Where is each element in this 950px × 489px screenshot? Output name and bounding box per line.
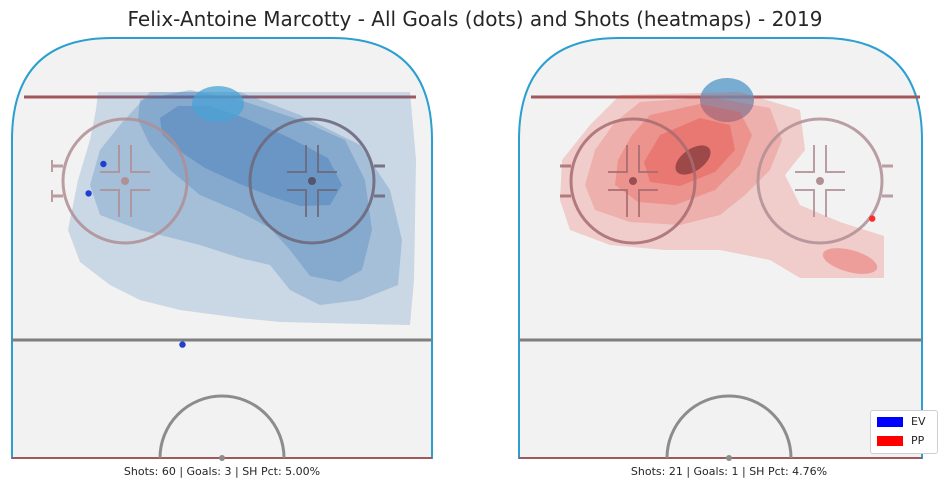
center-dot-pp bbox=[726, 455, 732, 461]
heatmap-pp bbox=[560, 78, 884, 278]
heatmap-net-spot-pp bbox=[700, 78, 754, 122]
stats-ev: Shots: 60 | Goals: 3 | SH Pct: 5.00% bbox=[124, 465, 320, 478]
faceoff-right-pp bbox=[756, 117, 893, 245]
faceoff-dot-left-ev bbox=[121, 177, 129, 185]
faceoff-left-ev bbox=[51, 117, 189, 245]
legend-item-pp: PP bbox=[877, 432, 937, 449]
faceoff-dot-right-ev bbox=[308, 177, 316, 185]
rink-surface-ev bbox=[11, 37, 433, 459]
heatmap-hotspot-ev bbox=[192, 86, 244, 122]
heatmap-side-spot-pp bbox=[822, 248, 878, 274]
legend-swatch-pp bbox=[877, 435, 903, 446]
heatmap-ev bbox=[68, 86, 416, 325]
rink-ev: Shots: 60 | Goals: 3 | SH Pct: 5.00% bbox=[11, 37, 433, 478]
chart-title: Felix-Antoine Marcotty - All Goals (dots… bbox=[127, 7, 823, 31]
goal-dot-pp-1 bbox=[869, 215, 876, 222]
heatmap-level-2-ev bbox=[90, 92, 402, 305]
rink-surface-pp bbox=[518, 37, 923, 459]
goal-dot-ev-1 bbox=[100, 160, 107, 168]
faceoff-right-ev bbox=[248, 117, 385, 245]
rink-pp: Shots: 21 | Goals: 1 | SH Pct: 4.76% bbox=[518, 37, 923, 478]
center-circle-ev bbox=[158, 394, 286, 459]
heatmap-level-3-ev bbox=[138, 90, 372, 282]
goal-dots-ev bbox=[85, 160, 186, 348]
goal-dot-ev-3 bbox=[179, 341, 186, 348]
legend-swatch-ev bbox=[877, 416, 903, 427]
legend-item-ev: EV bbox=[877, 413, 937, 430]
legend-label-ev: EV bbox=[911, 415, 926, 428]
goal-dot-ev-2 bbox=[85, 190, 92, 197]
heatmap-level-1-pp bbox=[560, 92, 884, 278]
stats-pp: Shots: 21 | Goals: 1 | SH Pct: 4.76% bbox=[631, 465, 827, 478]
center-dot-ev bbox=[219, 455, 225, 461]
faceoff-dot-right-pp bbox=[816, 177, 824, 185]
legend-label-pp: PP bbox=[911, 434, 925, 447]
faceoff-left-pp bbox=[560, 117, 697, 245]
legend: EV PP bbox=[870, 410, 938, 454]
goal-dots-pp bbox=[869, 215, 876, 222]
heatmap-hotspot-pp bbox=[675, 145, 711, 175]
heatmap-level-4-ev bbox=[160, 106, 342, 206]
center-circle-pp bbox=[665, 394, 793, 459]
heatmap-level-1-ev bbox=[68, 92, 416, 325]
faceoff-dot-left-pp bbox=[629, 177, 637, 185]
